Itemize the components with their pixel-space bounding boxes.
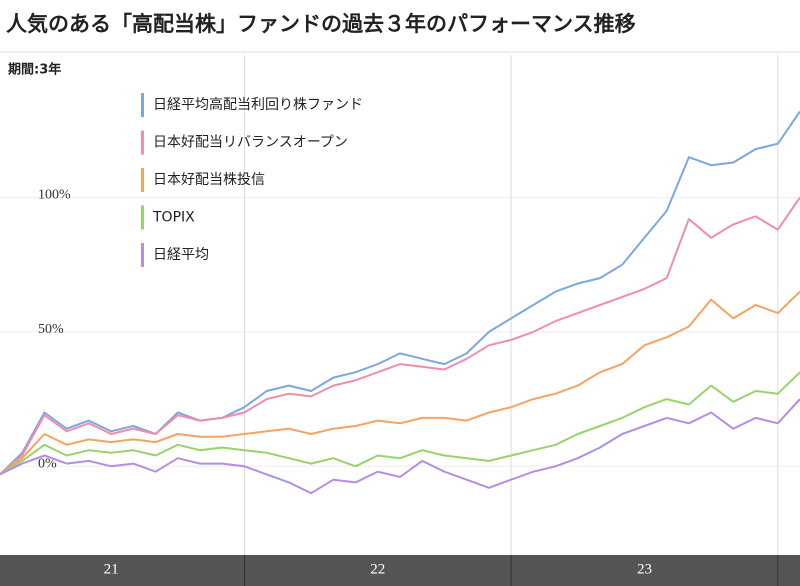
legend-label: 日経平均高配当利回り株ファンド xyxy=(153,96,363,113)
x-axis-band xyxy=(0,555,800,586)
series-line xyxy=(0,290,800,476)
legend-swatch xyxy=(141,205,144,230)
legend-label: 日経平均 xyxy=(153,247,209,263)
series-line xyxy=(0,196,800,476)
legend-swatch xyxy=(141,130,144,155)
series-line xyxy=(0,110,800,476)
x-tick-label: 23 xyxy=(637,561,652,577)
period-label: 期間:3年 xyxy=(8,62,61,78)
legend-swatch xyxy=(141,93,144,117)
legend-swatch xyxy=(141,243,144,267)
legend-label: 日本好配当株投信 xyxy=(153,172,265,188)
series-line xyxy=(0,398,800,495)
y-tick-label: 100% xyxy=(38,188,71,203)
legend-swatch xyxy=(141,168,144,192)
x-tick-label: 21 xyxy=(104,561,119,577)
y-tick-label: 0% xyxy=(38,457,57,472)
y-tick-label: 50% xyxy=(38,322,64,337)
x-tick-label: 22 xyxy=(370,561,385,577)
chart-title: 人気のある「高配当株」ファンドの過去３年のパフォーマンス推移 xyxy=(6,12,636,36)
series-line xyxy=(0,371,800,476)
legend-label: 日本好配当リバランスオープン xyxy=(153,135,348,151)
legend-label: TOPIX xyxy=(152,210,195,226)
